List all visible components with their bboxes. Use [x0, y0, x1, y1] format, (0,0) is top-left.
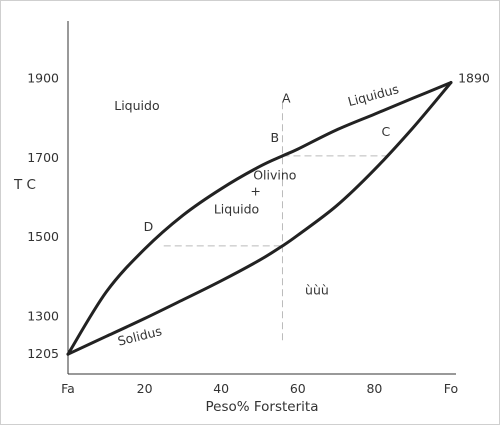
annotation-label: Liquido — [214, 201, 259, 216]
x-tick-label: Fo — [444, 381, 458, 396]
x-tick-label: 40 — [213, 381, 229, 396]
curves — [66, 81, 453, 356]
x-tick-label: 80 — [366, 381, 382, 396]
annotation-label: Liquidus — [346, 81, 400, 109]
y-tick-label: 1205 — [27, 346, 59, 361]
tie-lines — [163, 98, 386, 341]
x-tick-label: 60 — [290, 381, 306, 396]
annotation-label: C — [382, 124, 391, 139]
x-axis-title: Peso% Forsterita — [206, 399, 319, 415]
annotation-label: Olivino — [253, 168, 296, 183]
x-tick-label: Fa — [61, 381, 75, 396]
axes — [67, 21, 456, 375]
series-solidus-line — [66, 81, 453, 356]
y-tick-label: 1300 — [27, 308, 59, 323]
y-tick-label: 1900 — [27, 71, 59, 86]
annotation-label: + — [250, 184, 260, 199]
annotation-label: Liquido — [114, 98, 159, 113]
annotation-label: D — [144, 219, 154, 234]
annotation-label: 1890 — [458, 70, 490, 85]
annotation-label: B — [271, 130, 280, 145]
annotation-label: ùùù — [305, 283, 329, 298]
x-tick-label: 20 — [137, 381, 153, 396]
y-tick-label: 1700 — [27, 150, 59, 165]
y-axis-title: T C — [13, 177, 36, 193]
y-tick-label: 1500 — [27, 229, 59, 244]
ticks: 1205 1300 1500 1700 1900 Fa 20 40 60 80 Fo — [27, 71, 458, 396]
annotation-label: A — [282, 90, 291, 105]
series-liquidus-line — [66, 81, 453, 356]
